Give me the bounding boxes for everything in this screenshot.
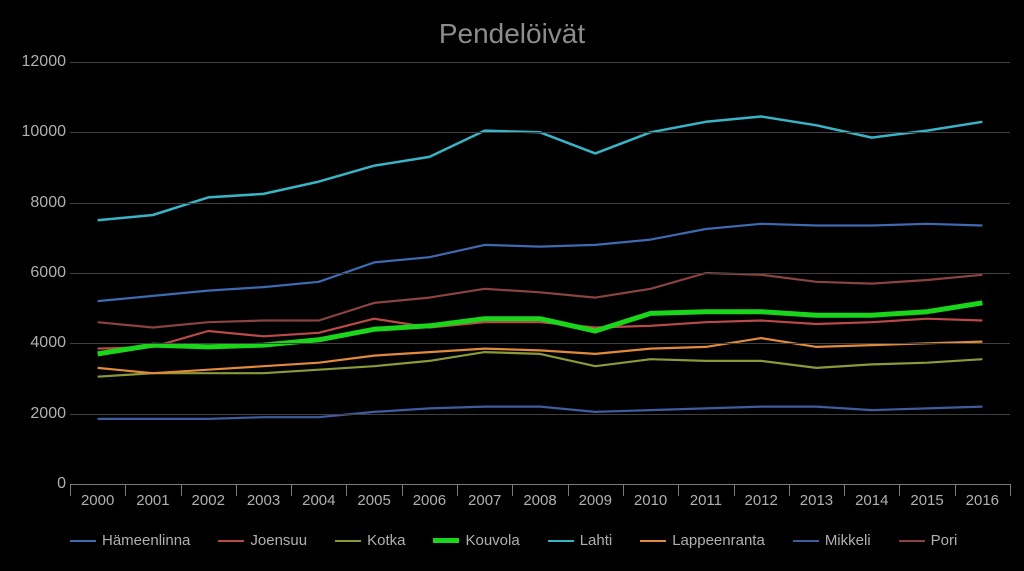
series-line-hämeenlinna [98,224,983,301]
x-tick-mark [623,484,624,496]
x-tick-label: 2008 [523,492,556,509]
legend-label: Lappeenranta [672,532,765,549]
y-tick-label: 6000 [30,264,66,282]
y-gridline [70,343,1010,344]
x-tick-mark [70,484,71,496]
legend-label: Kotka [367,532,405,549]
x-tick-mark [236,484,237,496]
x-tick-label: 2001 [136,492,169,509]
x-tick-mark [1010,484,1011,496]
x-tick-label: 2012 [744,492,777,509]
x-tick-mark [844,484,845,496]
y-tick-label: 4000 [30,334,66,352]
x-tick-mark [346,484,347,496]
x-tick-label: 2003 [247,492,280,509]
legend-label: Joensuu [250,532,307,549]
y-gridline [70,132,1010,133]
legend-label: Lahti [580,532,613,549]
x-tick-mark [291,484,292,496]
x-tick-label: 2002 [192,492,225,509]
x-tick-mark [568,484,569,496]
y-gridline [70,273,1010,274]
x-tick-mark [181,484,182,496]
y-tick-label: 8000 [30,194,66,212]
y-gridline [70,203,1010,204]
y-tick-label: 0 [57,475,66,493]
x-tick-label: 2010 [634,492,667,509]
legend-item-kouvola: Kouvola [433,532,519,549]
legend-label: Hämeenlinna [102,532,190,549]
y-tick-label: 12000 [22,53,67,71]
legend-dash-icon [548,540,574,542]
x-tick-mark [457,484,458,496]
x-tick-mark [789,484,790,496]
y-gridline [70,414,1010,415]
chart-container: Pendelöivät Hämeenlinna Joensuu Kotka Kouvo… [0,0,1024,571]
legend-dash-icon [640,540,666,542]
x-tick-label: 2015 [910,492,943,509]
legend-item-pori: Pori [899,532,958,549]
legend-dash-icon [433,538,459,543]
chart-legend: Hämeenlinna Joensuu Kotka Kouvola Lahti Lappe… [70,532,1004,549]
x-tick-label: 2006 [413,492,446,509]
legend-item-mikkeli: Mikkeli [793,532,871,549]
legend-dash-icon [899,540,925,542]
x-tick-label: 2013 [800,492,833,509]
x-tick-label: 2009 [579,492,612,509]
x-tick-label: 2000 [81,492,114,509]
legend-dash-icon [70,540,96,542]
x-tick-label: 2014 [855,492,888,509]
legend-item-kotka: Kotka [335,532,405,549]
x-tick-mark [678,484,679,496]
legend-dash-icon [793,540,819,542]
x-tick-mark [402,484,403,496]
y-gridline [70,62,1010,63]
legend-item-lappeenranta: Lappeenranta [640,532,765,549]
legend-item-hämeenlinna: Hämeenlinna [70,532,190,549]
x-tick-label: 2016 [966,492,999,509]
x-tick-mark [899,484,900,496]
plot-area [70,62,1010,485]
series-line-kotka [98,352,983,377]
legend-dash-icon [335,540,361,542]
legend-label: Pori [931,532,958,549]
legend-item-lahti: Lahti [548,532,613,549]
legend-item-joensuu: Joensuu [218,532,307,549]
y-tick-label: 10000 [22,123,67,141]
x-tick-mark [955,484,956,496]
x-tick-label: 2005 [357,492,390,509]
legend-label: Mikkeli [825,532,871,549]
legend-dash-icon [218,540,244,542]
chart-title: Pendelöivät [0,18,1024,50]
y-tick-label: 2000 [30,405,66,423]
legend-label: Kouvola [465,532,519,549]
x-tick-mark [734,484,735,496]
x-tick-mark [125,484,126,496]
x-tick-label: 2007 [468,492,501,509]
x-tick-mark [512,484,513,496]
x-tick-label: 2004 [302,492,335,509]
x-tick-label: 2011 [690,492,722,509]
